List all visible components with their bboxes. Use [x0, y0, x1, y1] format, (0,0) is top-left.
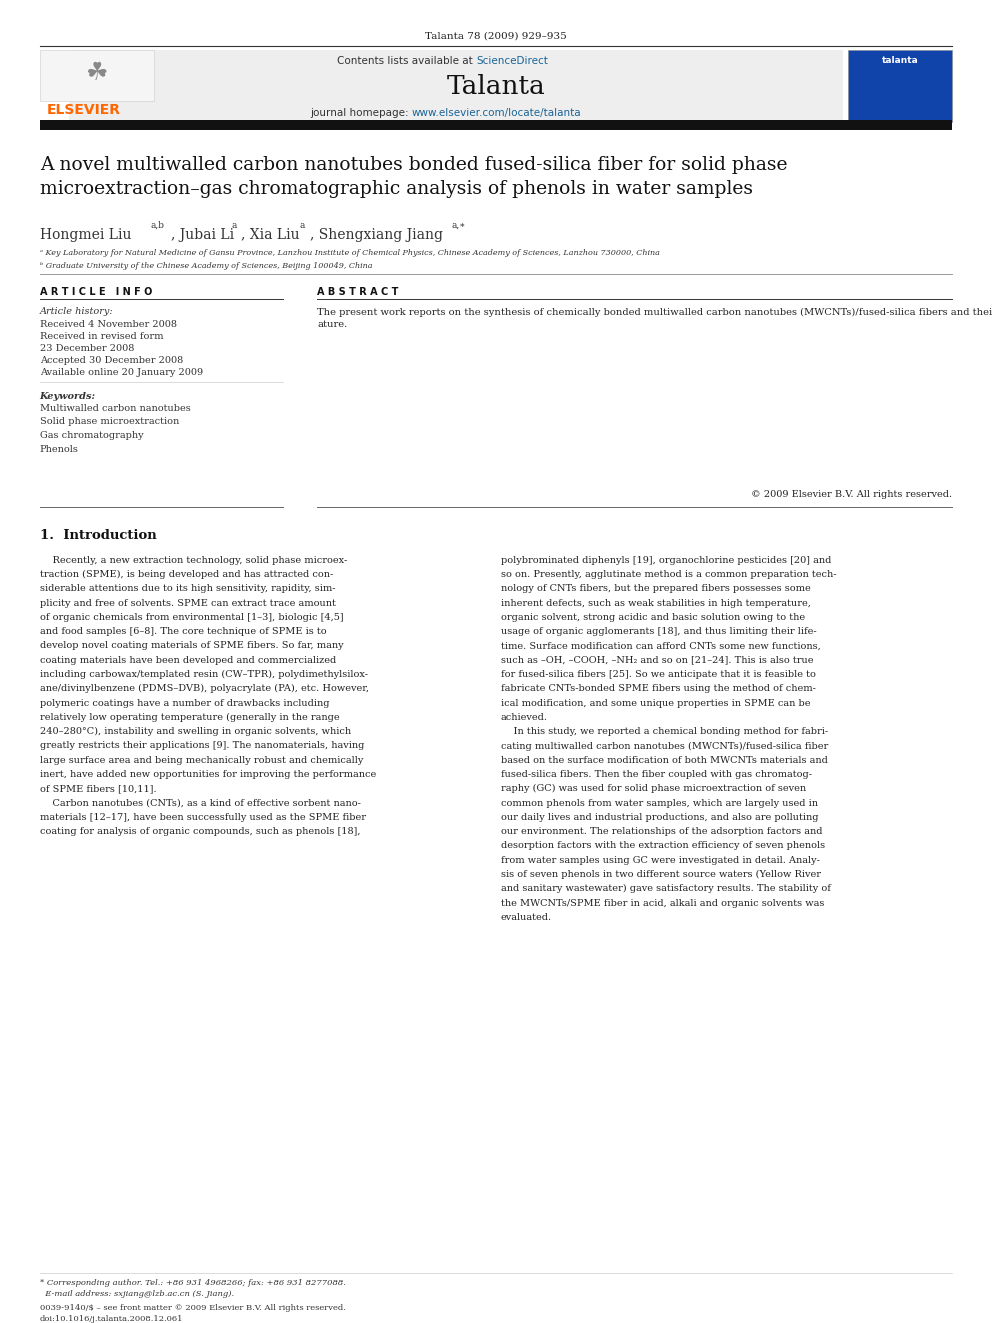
Text: ane/divinylbenzene (PDMS–DVB), polyacrylate (PA), etc. However,: ane/divinylbenzene (PDMS–DVB), polyacryl… — [40, 684, 369, 693]
Text: Multiwalled carbon nanotubes: Multiwalled carbon nanotubes — [40, 404, 190, 413]
Text: common phenols from water samples, which are largely used in: common phenols from water samples, which… — [501, 799, 818, 807]
Text: Recently, a new extraction technology, solid phase microex-: Recently, a new extraction technology, s… — [40, 556, 347, 565]
Text: Contents lists available at: Contents lists available at — [337, 56, 476, 66]
Text: ELSEVIER: ELSEVIER — [47, 103, 121, 118]
Text: plicity and free of solvents. SPME can extract trace amount: plicity and free of solvents. SPME can e… — [40, 598, 335, 607]
Text: coating for analysis of organic compounds, such as phenols [18],: coating for analysis of organic compound… — [40, 827, 360, 836]
Text: so on. Presently, agglutinate method is a common preparation tech-: so on. Presently, agglutinate method is … — [501, 570, 836, 579]
Text: fused-silica fibers. Then the fiber coupled with gas chromatog-: fused-silica fibers. Then the fiber coup… — [501, 770, 812, 779]
Text: ☘: ☘ — [85, 61, 107, 85]
Text: Article history:: Article history: — [40, 307, 113, 316]
Text: a,∗: a,∗ — [451, 221, 465, 230]
Text: the MWCNTs/SPME fiber in acid, alkali and organic solvents was: the MWCNTs/SPME fiber in acid, alkali an… — [501, 898, 824, 908]
Text: ᵇ Graduate University of the Chinese Academy of Sciences, Beijing 100049, China: ᵇ Graduate University of the Chinese Aca… — [40, 262, 372, 270]
Bar — [40, 120, 952, 130]
Text: © 2009 Elsevier B.V. All rights reserved.: © 2009 Elsevier B.V. All rights reserved… — [751, 490, 952, 499]
Text: 1.  Introduction: 1. Introduction — [40, 529, 157, 542]
Text: , Xia Liu: , Xia Liu — [241, 228, 300, 242]
Text: cating multiwalled carbon nanotubes (MWCNTs)/fused-silica fiber: cating multiwalled carbon nanotubes (MWC… — [501, 741, 828, 750]
Text: our daily lives and industrial productions, and also are polluting: our daily lives and industrial productio… — [501, 812, 818, 822]
Text: ical modification, and some unique properties in SPME can be: ical modification, and some unique prope… — [501, 699, 810, 708]
Text: raphy (GC) was used for solid phase microextraction of seven: raphy (GC) was used for solid phase micr… — [501, 785, 806, 794]
Text: ᵃ Key Laboratory for Natural Medicine of Gansu Province, Lanzhou Institute of Ch: ᵃ Key Laboratory for Natural Medicine of… — [40, 249, 660, 257]
Bar — [40, 50, 154, 101]
Text: 0039-9140/$ – see front matter © 2009 Elsevier B.V. All rights reserved.: 0039-9140/$ – see front matter © 2009 El… — [40, 1304, 345, 1312]
Text: talanta: talanta — [882, 56, 919, 65]
Text: Phenols: Phenols — [40, 445, 78, 454]
Text: coating materials have been developed and commercialized: coating materials have been developed an… — [40, 656, 336, 664]
Text: relatively low operating temperature (generally in the range: relatively low operating temperature (ge… — [40, 713, 339, 722]
Text: A B S T R A C T: A B S T R A C T — [317, 287, 399, 298]
Text: large surface area and being mechanically robust and chemically: large surface area and being mechanicall… — [40, 755, 363, 765]
Text: desorption factors with the extraction efficiency of seven phenols: desorption factors with the extraction e… — [501, 841, 825, 851]
Text: such as –OH, –COOH, –NH₂ and so on [21–24]. This is also true: such as –OH, –COOH, –NH₂ and so on [21–2… — [501, 656, 813, 664]
Text: Available online 20 January 2009: Available online 20 January 2009 — [40, 368, 202, 377]
Text: sis of seven phenols in two different source waters (Yellow River: sis of seven phenols in two different so… — [501, 871, 821, 878]
Text: based on the surface modification of both MWCNTs materials and: based on the surface modification of bot… — [501, 755, 828, 765]
Text: ScienceDirect: ScienceDirect — [476, 56, 548, 66]
Text: and sanitary wastewater) gave satisfactory results. The stability of: and sanitary wastewater) gave satisfacto… — [501, 884, 831, 893]
Text: inert, have added new opportunities for improving the performance: inert, have added new opportunities for … — [40, 770, 376, 779]
Text: our environment. The relationships of the adsorption factors and: our environment. The relationships of th… — [501, 827, 822, 836]
Text: evaluated.: evaluated. — [501, 913, 553, 922]
Text: achieved.: achieved. — [501, 713, 548, 722]
Text: , Shengxiang Jiang: , Shengxiang Jiang — [310, 228, 442, 242]
Text: develop novel coating materials of SPME fibers. So far, many: develop novel coating materials of SPME … — [40, 642, 343, 651]
Text: A R T I C L E   I N F O: A R T I C L E I N F O — [40, 287, 152, 298]
Text: for fused-silica fibers [25]. So we anticipate that it is feasible to: for fused-silica fibers [25]. So we anti… — [501, 669, 815, 679]
Text: time. Surface modification can afford CNTs some new functions,: time. Surface modification can afford CN… — [501, 642, 820, 651]
Text: Solid phase microextraction: Solid phase microextraction — [40, 418, 179, 426]
Text: including carbowax/templated resin (CW–TPR), polydimethylsilox-: including carbowax/templated resin (CW–T… — [40, 669, 368, 679]
Text: The present work reports on the synthesis of chemically bonded multiwalled carbo: The present work reports on the synthesi… — [317, 308, 992, 328]
Text: Talanta 78 (2009) 929–935: Talanta 78 (2009) 929–935 — [426, 32, 566, 41]
Text: usage of organic agglomerants [18], and thus limiting their life-: usage of organic agglomerants [18], and … — [501, 627, 816, 636]
Text: siderable attentions due to its high sensitivity, rapidity, sim-: siderable attentions due to its high sen… — [40, 585, 335, 593]
Text: journal homepage:: journal homepage: — [310, 108, 412, 119]
Text: from water samples using GC were investigated in detail. Analy-: from water samples using GC were investi… — [501, 856, 819, 865]
Text: 240–280°C), instability and swelling in organic solvents, which: 240–280°C), instability and swelling in … — [40, 728, 351, 736]
Text: a: a — [231, 221, 236, 230]
Text: polymeric coatings have a number of drawbacks including: polymeric coatings have a number of draw… — [40, 699, 329, 708]
Text: E-mail address: sxjiang@lzb.ac.cn (S. Jiang).: E-mail address: sxjiang@lzb.ac.cn (S. Ji… — [40, 1290, 234, 1298]
Text: a: a — [300, 221, 305, 230]
Text: Gas chromatography: Gas chromatography — [40, 431, 143, 441]
Text: 23 December 2008: 23 December 2008 — [40, 344, 134, 353]
Text: traction (SPME), is being developed and has attracted con-: traction (SPME), is being developed and … — [40, 570, 333, 579]
Text: www.elsevier.com/locate/talanta: www.elsevier.com/locate/talanta — [412, 108, 581, 119]
Text: materials [12–17], have been successfully used as the SPME fiber: materials [12–17], have been successfull… — [40, 812, 366, 822]
Text: a,b: a,b — [151, 221, 165, 230]
Text: of organic chemicals from environmental [1–3], biologic [4,5]: of organic chemicals from environmental … — [40, 613, 343, 622]
Text: doi:10.1016/j.talanta.2008.12.061: doi:10.1016/j.talanta.2008.12.061 — [40, 1315, 184, 1323]
Text: greatly restricts their applications [9]. The nanomaterials, having: greatly restricts their applications [9]… — [40, 741, 364, 750]
Text: Carbon nanotubes (CNTs), as a kind of effective sorbent nano-: Carbon nanotubes (CNTs), as a kind of ef… — [40, 799, 360, 807]
Bar — [848, 50, 952, 122]
Text: of SPME fibers [10,11].: of SPME fibers [10,11]. — [40, 785, 157, 794]
Text: Received 4 November 2008: Received 4 November 2008 — [40, 320, 177, 329]
Text: Keywords:: Keywords: — [40, 392, 96, 401]
Text: , Jubai Li: , Jubai Li — [171, 228, 234, 242]
Bar — [69, 50, 843, 122]
Text: Hongmei Liu: Hongmei Liu — [40, 228, 131, 242]
Text: and food samples [6–8]. The core technique of SPME is to: and food samples [6–8]. The core techniq… — [40, 627, 326, 636]
Text: Talanta: Talanta — [446, 74, 546, 99]
Text: In this study, we reported a chemical bonding method for fabri-: In this study, we reported a chemical bo… — [501, 728, 828, 736]
Text: organic solvent, strong acidic and basic solution owing to the: organic solvent, strong acidic and basic… — [501, 613, 806, 622]
Text: nology of CNTs fibers, but the prepared fibers possesses some: nology of CNTs fibers, but the prepared … — [501, 585, 810, 593]
Text: inherent defects, such as weak stabilities in high temperature,: inherent defects, such as weak stabiliti… — [501, 598, 810, 607]
Text: polybrominated diphenyls [19], organochlorine pesticides [20] and: polybrominated diphenyls [19], organochl… — [501, 556, 831, 565]
Text: A novel multiwalled carbon nanotubes bonded fused-silica fiber for solid phase
m: A novel multiwalled carbon nanotubes bon… — [40, 156, 788, 197]
Text: Accepted 30 December 2008: Accepted 30 December 2008 — [40, 356, 183, 365]
Text: Received in revised form: Received in revised form — [40, 332, 163, 341]
Text: fabricate CNTs-bonded SPME fibers using the method of chem-: fabricate CNTs-bonded SPME fibers using … — [501, 684, 815, 693]
Text: * Corresponding author. Tel.: +86 931 4968266; fax: +86 931 8277088.: * Corresponding author. Tel.: +86 931 49… — [40, 1279, 345, 1287]
